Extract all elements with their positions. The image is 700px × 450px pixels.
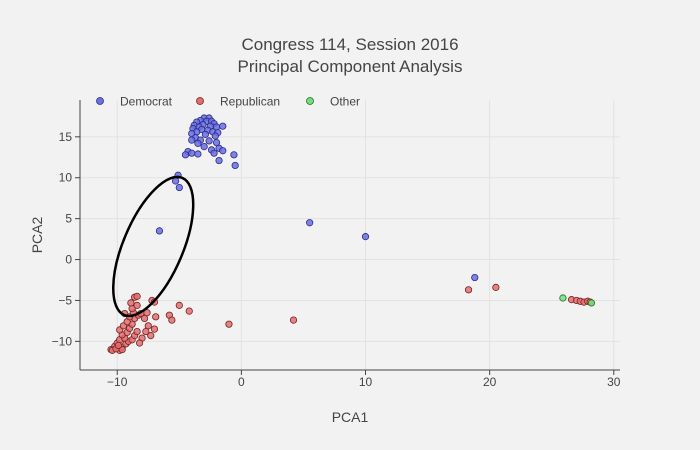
legend-item-democrat[interactable]: Democrat [96, 95, 173, 109]
point-democrat-46[interactable] [471, 273, 479, 282]
legend[interactable]: Democrat Republican Other [96, 95, 361, 109]
x-tick-label-3: 20 [483, 375, 497, 389]
point-republican-26[interactable] [133, 301, 141, 309]
point-democrat-28[interactable] [200, 143, 208, 151]
legend-label-democrat: Democrat [120, 95, 173, 109]
point-democrat-41[interactable] [171, 177, 180, 185]
point-democrat-21[interactable] [211, 132, 219, 140]
point-republican-52[interactable] [492, 283, 500, 291]
series-republican [107, 283, 594, 354]
point-democrat-38[interactable] [215, 156, 223, 165]
y-tick-label-0: −10 [52, 334, 73, 348]
point-republican-36[interactable] [150, 325, 159, 333]
x-tick-label-1: 0 [238, 375, 245, 389]
chart-title-line-2: Principal Component Analysis [238, 57, 463, 76]
point-democrat-44[interactable] [306, 219, 314, 227]
legend-item-republican[interactable]: Republican [196, 95, 281, 109]
legend-item-other[interactable]: Other [306, 95, 361, 109]
point-democrat-36[interactable] [210, 149, 218, 157]
point-other-1[interactable] [587, 299, 596, 307]
point-other-0[interactable] [559, 294, 567, 302]
point-democrat-45[interactable] [361, 233, 370, 241]
series-other [559, 294, 596, 307]
x-tick-label-2: 10 [359, 375, 373, 389]
point-democrat-31[interactable] [219, 147, 227, 155]
point-democrat-26[interactable] [194, 139, 202, 147]
point-republican-29[interactable] [133, 292, 141, 300]
y-tick-label-3: 5 [65, 212, 72, 226]
point-democrat-43[interactable] [155, 227, 164, 235]
data-points [107, 114, 596, 354]
x-tick-label-0: −10 [107, 375, 128, 389]
point-democrat-42[interactable] [175, 183, 183, 192]
point-republican-49[interactable] [225, 320, 233, 328]
y-axis-label: PCA2 [29, 217, 45, 254]
legend-marker-republican [196, 97, 204, 105]
point-democrat-12[interactable] [219, 122, 227, 130]
point-democrat-33[interactable] [181, 151, 190, 159]
grid-lines [80, 100, 620, 370]
point-democrat-20[interactable] [201, 130, 209, 138]
x-tick-label-4: 30 [607, 375, 621, 389]
legend-marker-other [306, 97, 314, 105]
y-tick-label-1: −5 [58, 293, 72, 307]
y-tick-label-2: 0 [65, 253, 72, 267]
point-democrat-34[interactable] [188, 149, 196, 157]
chart-title-line-1: Congress 114, Session 2016 [241, 35, 458, 54]
point-republican-35[interactable] [147, 332, 155, 340]
point-democrat-24[interactable] [205, 137, 213, 145]
point-democrat-29[interactable] [188, 136, 196, 144]
point-democrat-37[interactable] [230, 151, 238, 159]
point-republican-27[interactable] [127, 299, 135, 307]
point-republican-46[interactable] [168, 316, 176, 324]
annotation-ellipse [112, 175, 195, 318]
series-democrat [155, 114, 479, 282]
point-republican-50[interactable] [289, 316, 298, 324]
point-democrat-39[interactable] [231, 161, 239, 170]
point-republican-31[interactable] [140, 314, 149, 323]
x-axis-ticks: −10 0 10 20 30 [107, 370, 621, 389]
annotation-layer [112, 175, 195, 318]
point-republican-39[interactable] [152, 313, 160, 321]
point-republican-48[interactable] [185, 307, 193, 315]
point-republican-33[interactable] [142, 327, 150, 336]
y-axis-ticks: −10 −5 0 5 10 15 [52, 130, 80, 348]
point-republican-15[interactable] [133, 327, 141, 336]
point-republican-47[interactable] [175, 301, 183, 309]
y-tick-label-5: 15 [59, 130, 73, 144]
legend-label-republican: Republican [220, 95, 280, 109]
x-axis-label: PCA1 [332, 409, 369, 425]
legend-label-other: Other [330, 95, 360, 109]
point-democrat-35[interactable] [194, 150, 202, 158]
legend-marker-democrat [96, 97, 104, 105]
point-republican-51[interactable] [464, 286, 473, 294]
point-republican-44[interactable] [135, 339, 144, 347]
point-republican-43[interactable] [114, 341, 123, 350]
y-tick-label-4: 10 [59, 171, 73, 185]
